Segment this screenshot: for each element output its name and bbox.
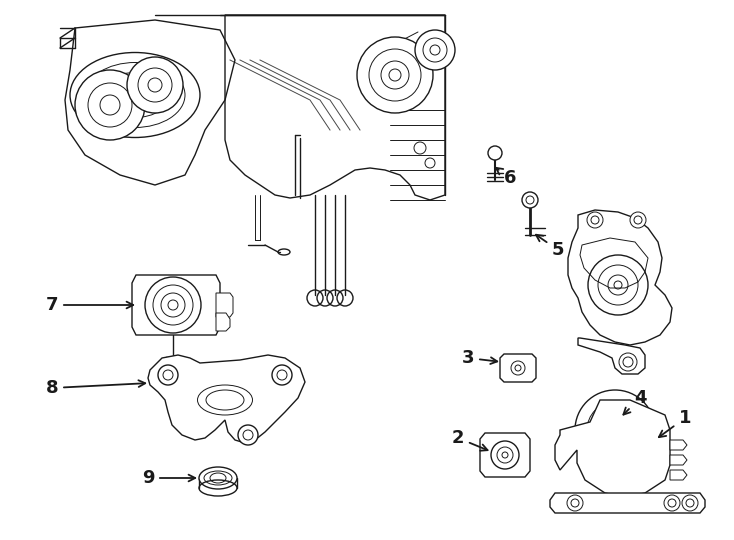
Polygon shape <box>670 440 687 450</box>
Polygon shape <box>480 433 530 477</box>
Circle shape <box>238 425 258 445</box>
Circle shape <box>575 390 655 470</box>
Circle shape <box>567 495 583 511</box>
Circle shape <box>619 353 637 371</box>
Polygon shape <box>578 338 645 374</box>
Ellipse shape <box>70 52 200 138</box>
Polygon shape <box>555 400 670 497</box>
Polygon shape <box>132 275 220 335</box>
Polygon shape <box>216 313 230 331</box>
Circle shape <box>664 495 680 511</box>
Text: 8: 8 <box>46 379 145 397</box>
Polygon shape <box>670 455 687 465</box>
Circle shape <box>630 212 646 228</box>
Text: 9: 9 <box>142 469 195 487</box>
Polygon shape <box>670 470 687 480</box>
Circle shape <box>127 57 183 113</box>
Polygon shape <box>550 493 705 513</box>
Circle shape <box>75 70 145 140</box>
Polygon shape <box>568 210 672 345</box>
Text: 7: 7 <box>46 296 133 314</box>
Circle shape <box>272 365 292 385</box>
Circle shape <box>682 495 698 511</box>
Text: 3: 3 <box>462 349 497 367</box>
Circle shape <box>587 212 603 228</box>
Text: 4: 4 <box>623 389 646 415</box>
Text: 6: 6 <box>496 168 516 187</box>
Polygon shape <box>500 354 536 382</box>
Circle shape <box>357 37 433 113</box>
Circle shape <box>158 365 178 385</box>
Text: 1: 1 <box>659 409 691 437</box>
Text: 5: 5 <box>536 235 564 259</box>
Circle shape <box>522 192 538 208</box>
Text: 2: 2 <box>451 429 487 451</box>
Ellipse shape <box>199 467 237 489</box>
Circle shape <box>415 30 455 70</box>
Polygon shape <box>216 293 233 317</box>
Circle shape <box>491 441 519 469</box>
Circle shape <box>488 146 502 160</box>
Polygon shape <box>148 355 305 443</box>
Circle shape <box>588 255 648 315</box>
